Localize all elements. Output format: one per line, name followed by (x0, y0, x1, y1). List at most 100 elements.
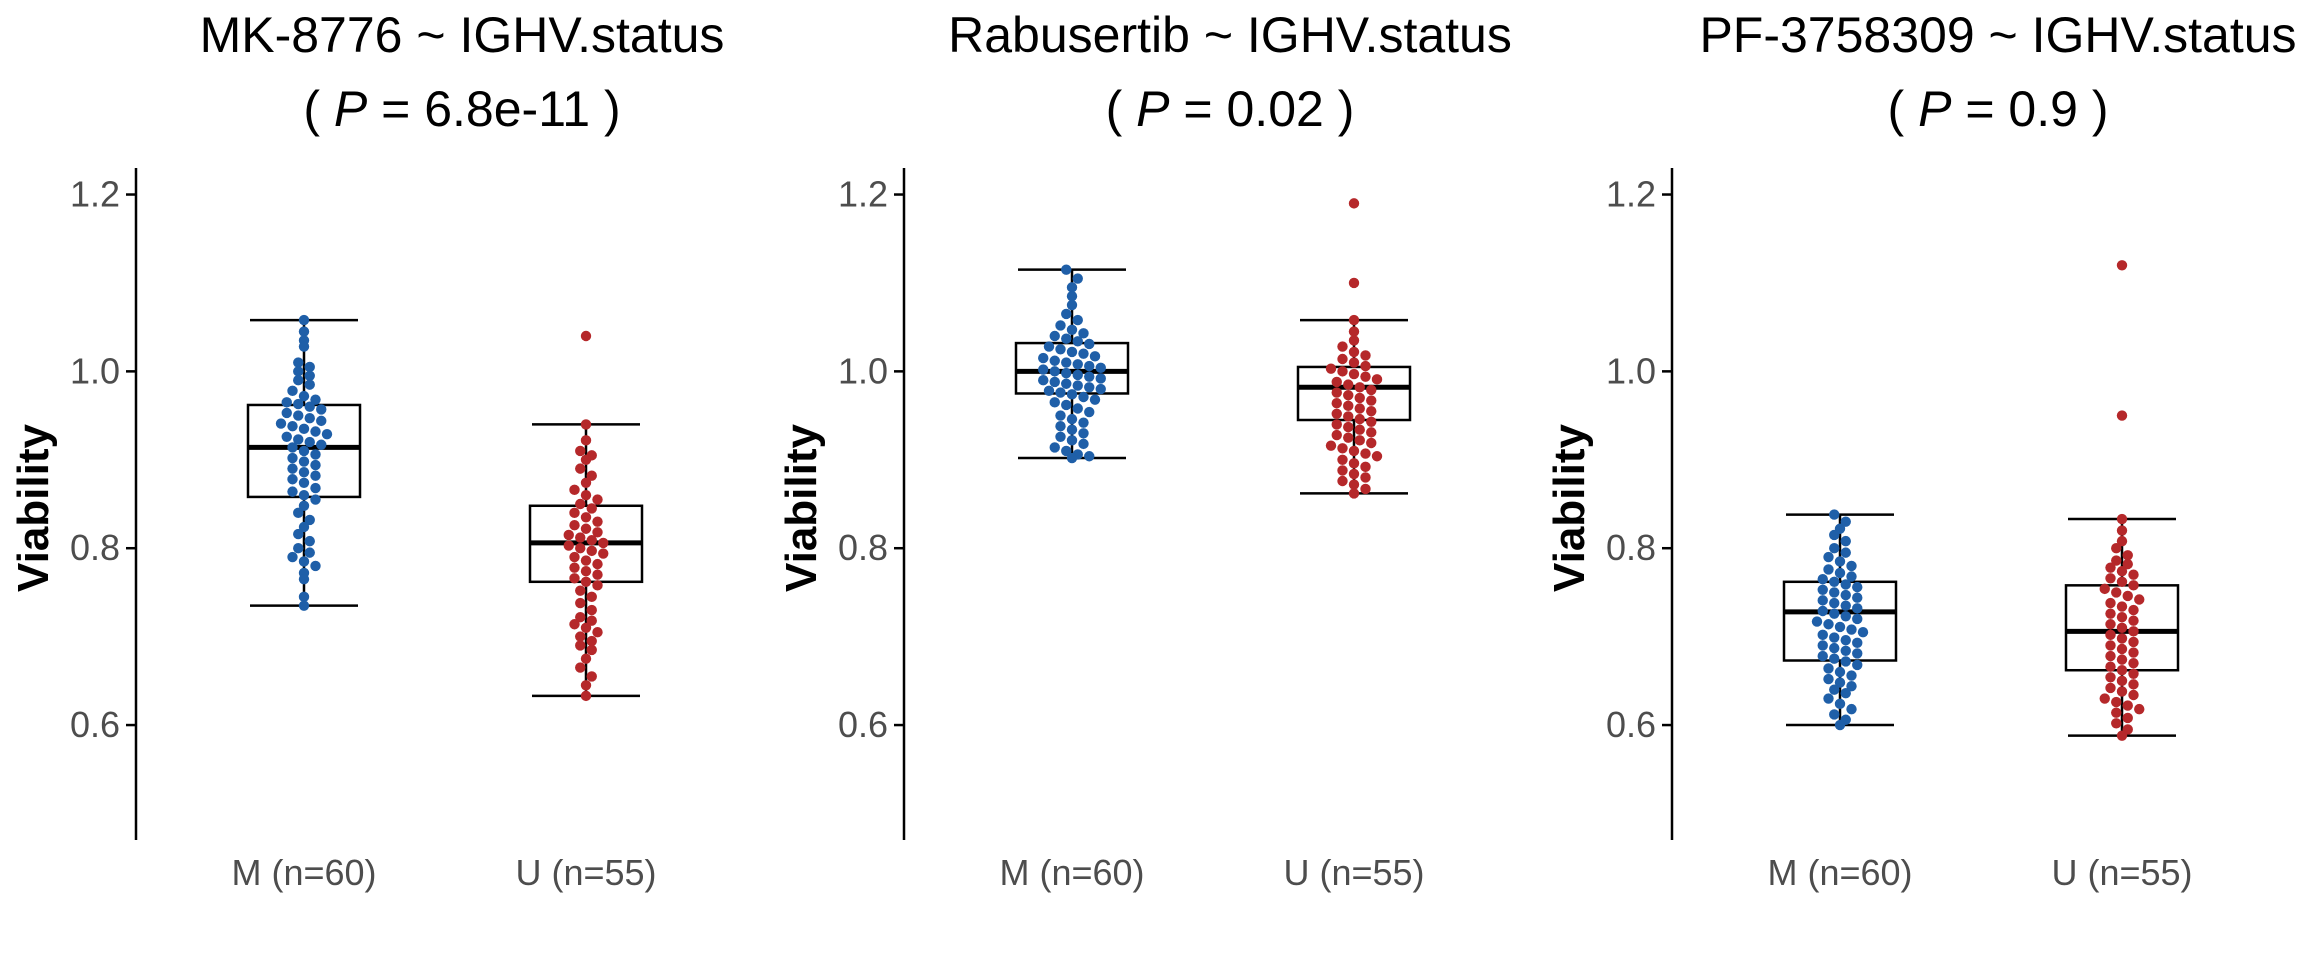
data-point (1043, 385, 1055, 397)
data-point (2116, 654, 2128, 665)
data-point (1846, 560, 1857, 572)
data-point (1043, 341, 1055, 352)
data-point (580, 330, 592, 342)
data-point (1840, 634, 1851, 646)
data-point (598, 548, 609, 559)
data-point (580, 690, 592, 702)
data-point (580, 419, 592, 430)
boxplot-m (246, 314, 362, 611)
data-point (580, 566, 592, 577)
data-point (1366, 437, 1377, 449)
data-point (2099, 693, 2110, 704)
data-point (298, 600, 310, 611)
data-point (1066, 413, 1078, 425)
data-point (580, 477, 592, 488)
data-point (1337, 465, 1348, 476)
data-point (592, 516, 603, 527)
data-point (1354, 413, 1365, 425)
data-point (575, 611, 586, 623)
data-point (316, 439, 327, 450)
y-tick-label: 0.6 (1606, 704, 1656, 745)
p-paren-open: ( (1888, 81, 1919, 137)
y-tick-label: 1.0 (70, 350, 120, 391)
data-point (2122, 700, 2133, 711)
data-point (580, 680, 592, 691)
data-point (1348, 277, 1360, 289)
data-point (1055, 320, 1066, 331)
data-point (1049, 330, 1060, 342)
data-point (2134, 594, 2145, 605)
data-point (592, 494, 603, 505)
panel-1: MK-8776 ~ IGHV.status ( P = 6.8e-11 ) 0.6 0… (9, 7, 724, 893)
data-point (575, 631, 586, 642)
data-point (2116, 675, 2128, 687)
data-point (1852, 637, 1863, 649)
data-point (2128, 636, 2139, 648)
y-tick-label: 1.2 (70, 174, 120, 215)
x-tick-label: U (n=55) (1283, 852, 1424, 893)
data-point (586, 470, 597, 481)
data-point (293, 528, 304, 540)
data-point (287, 420, 298, 432)
data-point (1823, 551, 1834, 563)
data-point (298, 556, 310, 567)
data-point (575, 640, 586, 651)
p-symbol: P (1918, 81, 1952, 137)
data-point (1084, 451, 1095, 462)
data-point (2105, 608, 2116, 619)
data-point (1343, 421, 1354, 433)
data-point (287, 474, 298, 485)
data-point (1061, 367, 1072, 379)
data-point (1354, 382, 1365, 393)
data-point (298, 573, 310, 585)
data-point (1084, 371, 1095, 382)
data-point (1055, 410, 1066, 421)
data-point (1055, 387, 1066, 398)
data-point (1857, 627, 1869, 638)
data-point (298, 591, 310, 603)
data-point (1072, 314, 1083, 326)
data-point (298, 390, 310, 402)
data-point (569, 551, 580, 563)
data-point (2116, 730, 2128, 741)
data-point (1834, 719, 1846, 731)
boxplot-m (1782, 509, 1898, 731)
data-point (575, 532, 586, 543)
data-point (1354, 424, 1365, 435)
data-point (1348, 357, 1360, 368)
data-point (1823, 693, 1834, 704)
data-point (1366, 427, 1377, 438)
data-point (1066, 452, 1078, 464)
data-point (2105, 661, 2116, 672)
data-point (2105, 650, 2116, 662)
data-point (1049, 376, 1060, 388)
data-point (1078, 428, 1089, 439)
data-point (1066, 346, 1078, 358)
data-point (569, 484, 580, 496)
data-point (575, 597, 586, 609)
data-point (1817, 595, 1828, 606)
data-point (1360, 472, 1371, 483)
data-point (586, 604, 597, 616)
y-tick-label: 1.0 (1606, 350, 1656, 391)
data-point (1061, 399, 1072, 411)
data-point (1852, 592, 1863, 603)
data-point (298, 500, 310, 511)
data-point (1061, 264, 1072, 275)
x-tick-label: U (n=55) (2051, 852, 2192, 893)
data-point (586, 591, 597, 603)
data-point (580, 454, 592, 465)
data-point (1089, 351, 1101, 362)
data-point (1084, 338, 1095, 350)
boxplot-u (528, 330, 644, 702)
data-point (575, 585, 586, 596)
data-point (580, 555, 592, 566)
data-point (2105, 619, 2116, 630)
data-point (287, 385, 298, 397)
data-point (293, 375, 304, 386)
data-point (1817, 650, 1828, 662)
data-point (298, 489, 310, 501)
data-point (1066, 291, 1078, 302)
data-point (310, 470, 321, 481)
